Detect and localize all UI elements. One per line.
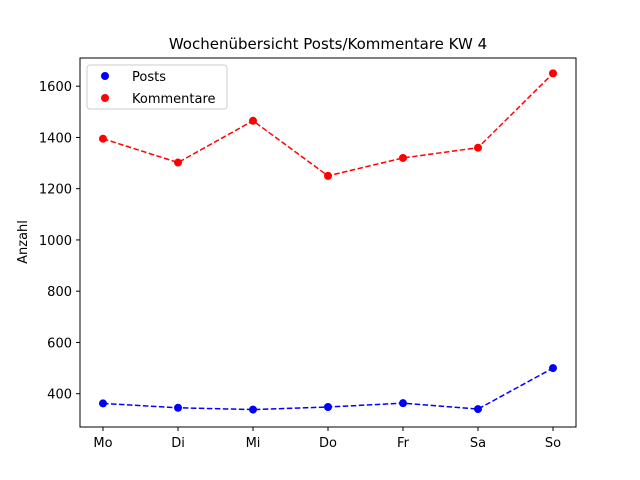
- plot-area: 400 600 800 1000 1200 1400 1600 Mo Di Mi Do Fr Sa So: [39, 69, 561, 451]
- data-point-posts: [549, 364, 557, 373]
- data-point-kommentare: [174, 158, 182, 167]
- data-point-posts: [174, 403, 182, 412]
- chart-title: Wochenübersicht Posts/Kommentare KW 4: [169, 35, 487, 53]
- legend-marker-posts: [101, 72, 109, 80]
- legend-marker-kommentare: [101, 94, 109, 102]
- y-tick-label: 400: [47, 388, 72, 403]
- y-tick-label: 1600: [39, 80, 72, 95]
- legend-box: [86, 64, 228, 110]
- axes-frame: [79, 57, 577, 428]
- x-tick-label: Sa: [470, 436, 486, 451]
- x-tick-label: Mi: [246, 436, 261, 451]
- y-axis-label: Anzahl: [16, 220, 31, 264]
- data-point-posts: [474, 405, 482, 414]
- data-point-posts: [249, 405, 257, 414]
- y-tick-label: 1000: [39, 234, 72, 249]
- legend-label-posts: Posts: [132, 70, 166, 85]
- data-point-kommentare: [549, 69, 557, 78]
- legend-label-kommentare: Kommentare: [132, 92, 216, 107]
- x-tick-label: Do: [319, 436, 337, 451]
- data-point-posts: [399, 399, 407, 408]
- data-point-kommentare: [474, 143, 482, 152]
- x-tick-label: So: [545, 436, 561, 451]
- x-tick-label: Fr: [397, 436, 410, 451]
- y-tick-label: 800: [47, 285, 72, 300]
- legend: Posts Kommentare: [86, 64, 228, 110]
- data-point-kommentare: [99, 134, 107, 143]
- data-point-kommentare: [324, 171, 332, 180]
- y-tick-label: 1400: [39, 131, 72, 146]
- data-point-posts: [324, 403, 332, 412]
- y-tick-label: 1200: [39, 183, 72, 198]
- data-point-kommentare: [399, 153, 407, 162]
- y-tick-label: 600: [47, 336, 72, 351]
- data-point-posts: [99, 399, 107, 408]
- x-tick-label: Mo: [93, 436, 112, 451]
- data-point-kommentare: [249, 116, 257, 125]
- x-tick-label: Di: [171, 436, 185, 451]
